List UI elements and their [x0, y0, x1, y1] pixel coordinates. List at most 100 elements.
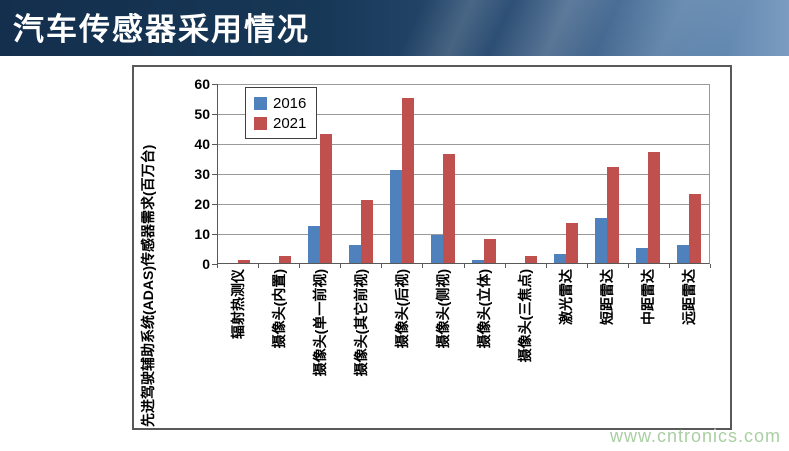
ytick-mark-60 [212, 84, 217, 85]
ytick-mark-0 [212, 264, 217, 265]
x-axis-labels: 辐射热测仪 摄像头(内置) 摄像头(单一前视) 摄像头(其它前视) 摄像头(后视) 摄像头… [217, 269, 710, 425]
bar-2021-2 [320, 134, 333, 263]
xtick-mark-3 [340, 264, 342, 268]
bar-group-4 [382, 84, 423, 263]
x-label-cell-6: 摄像头(立体) [463, 269, 504, 425]
xtick-mark-10 [627, 264, 629, 268]
bar-2016-9 [594, 218, 607, 263]
x-label-cell-11: 远距雷达 [669, 269, 710, 425]
bar-2021-5 [443, 153, 456, 263]
ytick-mark-10 [212, 234, 217, 235]
x-label-9: 短距雷达 [599, 269, 616, 325]
x-label-cell-2: 摄像头(单一前视) [299, 269, 340, 425]
bar-2016-8 [553, 254, 566, 263]
bar-2016-2 [308, 225, 321, 263]
xtick-mark-6 [463, 264, 465, 268]
bar-2021-1 [279, 255, 292, 263]
x-label-cell-9: 短距雷达 [587, 269, 628, 425]
bar-2021-11 [688, 194, 701, 263]
xtick-mark-2 [299, 264, 301, 268]
x-label-10: 中距雷达 [640, 269, 657, 325]
ytick-label-0: 0 [202, 256, 210, 272]
x-label-0: 辐射热测仪 [229, 269, 246, 339]
x-label-cell-1: 摄像头(内置) [258, 269, 299, 425]
xtick-mark-11 [668, 264, 670, 268]
bar-2016-6 [471, 260, 484, 263]
bar-2021-9 [606, 167, 619, 263]
gridline-30 [218, 174, 709, 175]
adas-sensor-bar-chart: 先进驾驶辅助系统(ADAS)传感器需求(百万台) 0 10 20 30 40 50 60 辐… [132, 65, 732, 430]
bar-group-11 [668, 84, 709, 263]
xtick-mark-9 [586, 264, 588, 268]
bar-group-5 [423, 84, 464, 263]
legend-item-2021: 2021 [254, 113, 306, 133]
xtick-mark-4 [381, 264, 383, 268]
x-label-cell-4: 摄像头(后视) [381, 269, 422, 425]
ytick-label-40: 40 [194, 136, 210, 152]
x-label-cell-3: 摄像头(其它前视) [340, 269, 381, 425]
x-label-2: 摄像头(单一前视) [311, 269, 328, 377]
x-label-cell-10: 中距雷达 [628, 269, 669, 425]
bar-2021-8 [565, 222, 578, 263]
legend-swatch-2021 [254, 116, 267, 130]
ytick-label-30: 30 [194, 166, 210, 182]
bar-2016-10 [635, 248, 648, 263]
xtick-mark-1 [258, 264, 260, 268]
gridline-10 [218, 234, 709, 235]
bar-2021-4 [402, 98, 415, 263]
x-label-4: 摄像头(后视) [393, 269, 410, 349]
bar-group-3 [341, 84, 382, 263]
x-label-cell-8: 激光雷达 [546, 269, 587, 425]
y-axis-title: 先进驾驶辅助系统(ADAS)传感器需求(百万台) [140, 144, 156, 427]
bar-2021-3 [361, 200, 374, 263]
legend-swatch-2016 [254, 96, 267, 110]
xtick-mark-8 [545, 264, 547, 268]
bar-group-10 [627, 84, 668, 263]
title-banner: 汽车传感器采用情况 [0, 0, 789, 56]
page-title: 汽车传感器采用情况 [13, 12, 310, 47]
bar-2021-7 [524, 255, 537, 263]
gridline-20 [218, 204, 709, 205]
x-label-5: 摄像头(侧视) [434, 269, 451, 349]
bar-group-2 [300, 84, 341, 263]
x-label-8: 激光雷达 [558, 269, 575, 325]
x-label-cell-5: 摄像头(侧视) [422, 269, 463, 425]
ytick-mark-50 [212, 114, 217, 115]
gridline-60 [218, 84, 709, 85]
bar-2016-11 [676, 245, 689, 263]
bar-2016-3 [349, 245, 362, 263]
x-label-1: 摄像头(内置) [270, 269, 287, 349]
legend-label-2021: 2021 [273, 114, 307, 132]
legend-item-2016: 2016 [254, 93, 306, 113]
xtick-mark-7 [504, 264, 506, 268]
bar-group-8 [545, 84, 586, 263]
ytick-label-60: 60 [194, 76, 210, 92]
bar-2021-6 [483, 239, 496, 263]
ytick-label-20: 20 [194, 196, 210, 212]
bar-2016-5 [431, 234, 444, 263]
legend: 2016 2021 [245, 87, 318, 139]
ytick-label-10: 10 [194, 226, 210, 242]
ytick-mark-40 [212, 144, 217, 145]
xtick-mark-12 [710, 264, 711, 268]
bar-group-1 [259, 84, 300, 263]
ytick-mark-20 [212, 204, 217, 205]
x-label-11: 远距雷达 [681, 269, 698, 325]
ytick-mark-30 [212, 174, 217, 175]
x-label-cell-0: 辐射热测仪 [217, 269, 258, 425]
xtick-mark-0 [217, 264, 218, 268]
x-label-7: 摄像头(三焦点) [517, 269, 534, 363]
bar-2021-10 [647, 152, 660, 263]
bar-group-0 [218, 84, 259, 263]
xtick-mark-5 [422, 264, 424, 268]
bar-2016-4 [390, 170, 403, 263]
bar-group-6 [464, 84, 505, 263]
watermark: www.cntronics.com [609, 426, 781, 446]
legend-label-2016: 2016 [273, 94, 307, 112]
bar-group-9 [586, 84, 627, 263]
gridline-40 [218, 144, 709, 145]
x-label-cell-7: 摄像头(三焦点) [505, 269, 546, 425]
ytick-label-50: 50 [194, 106, 210, 122]
bar-group-7 [504, 84, 545, 263]
